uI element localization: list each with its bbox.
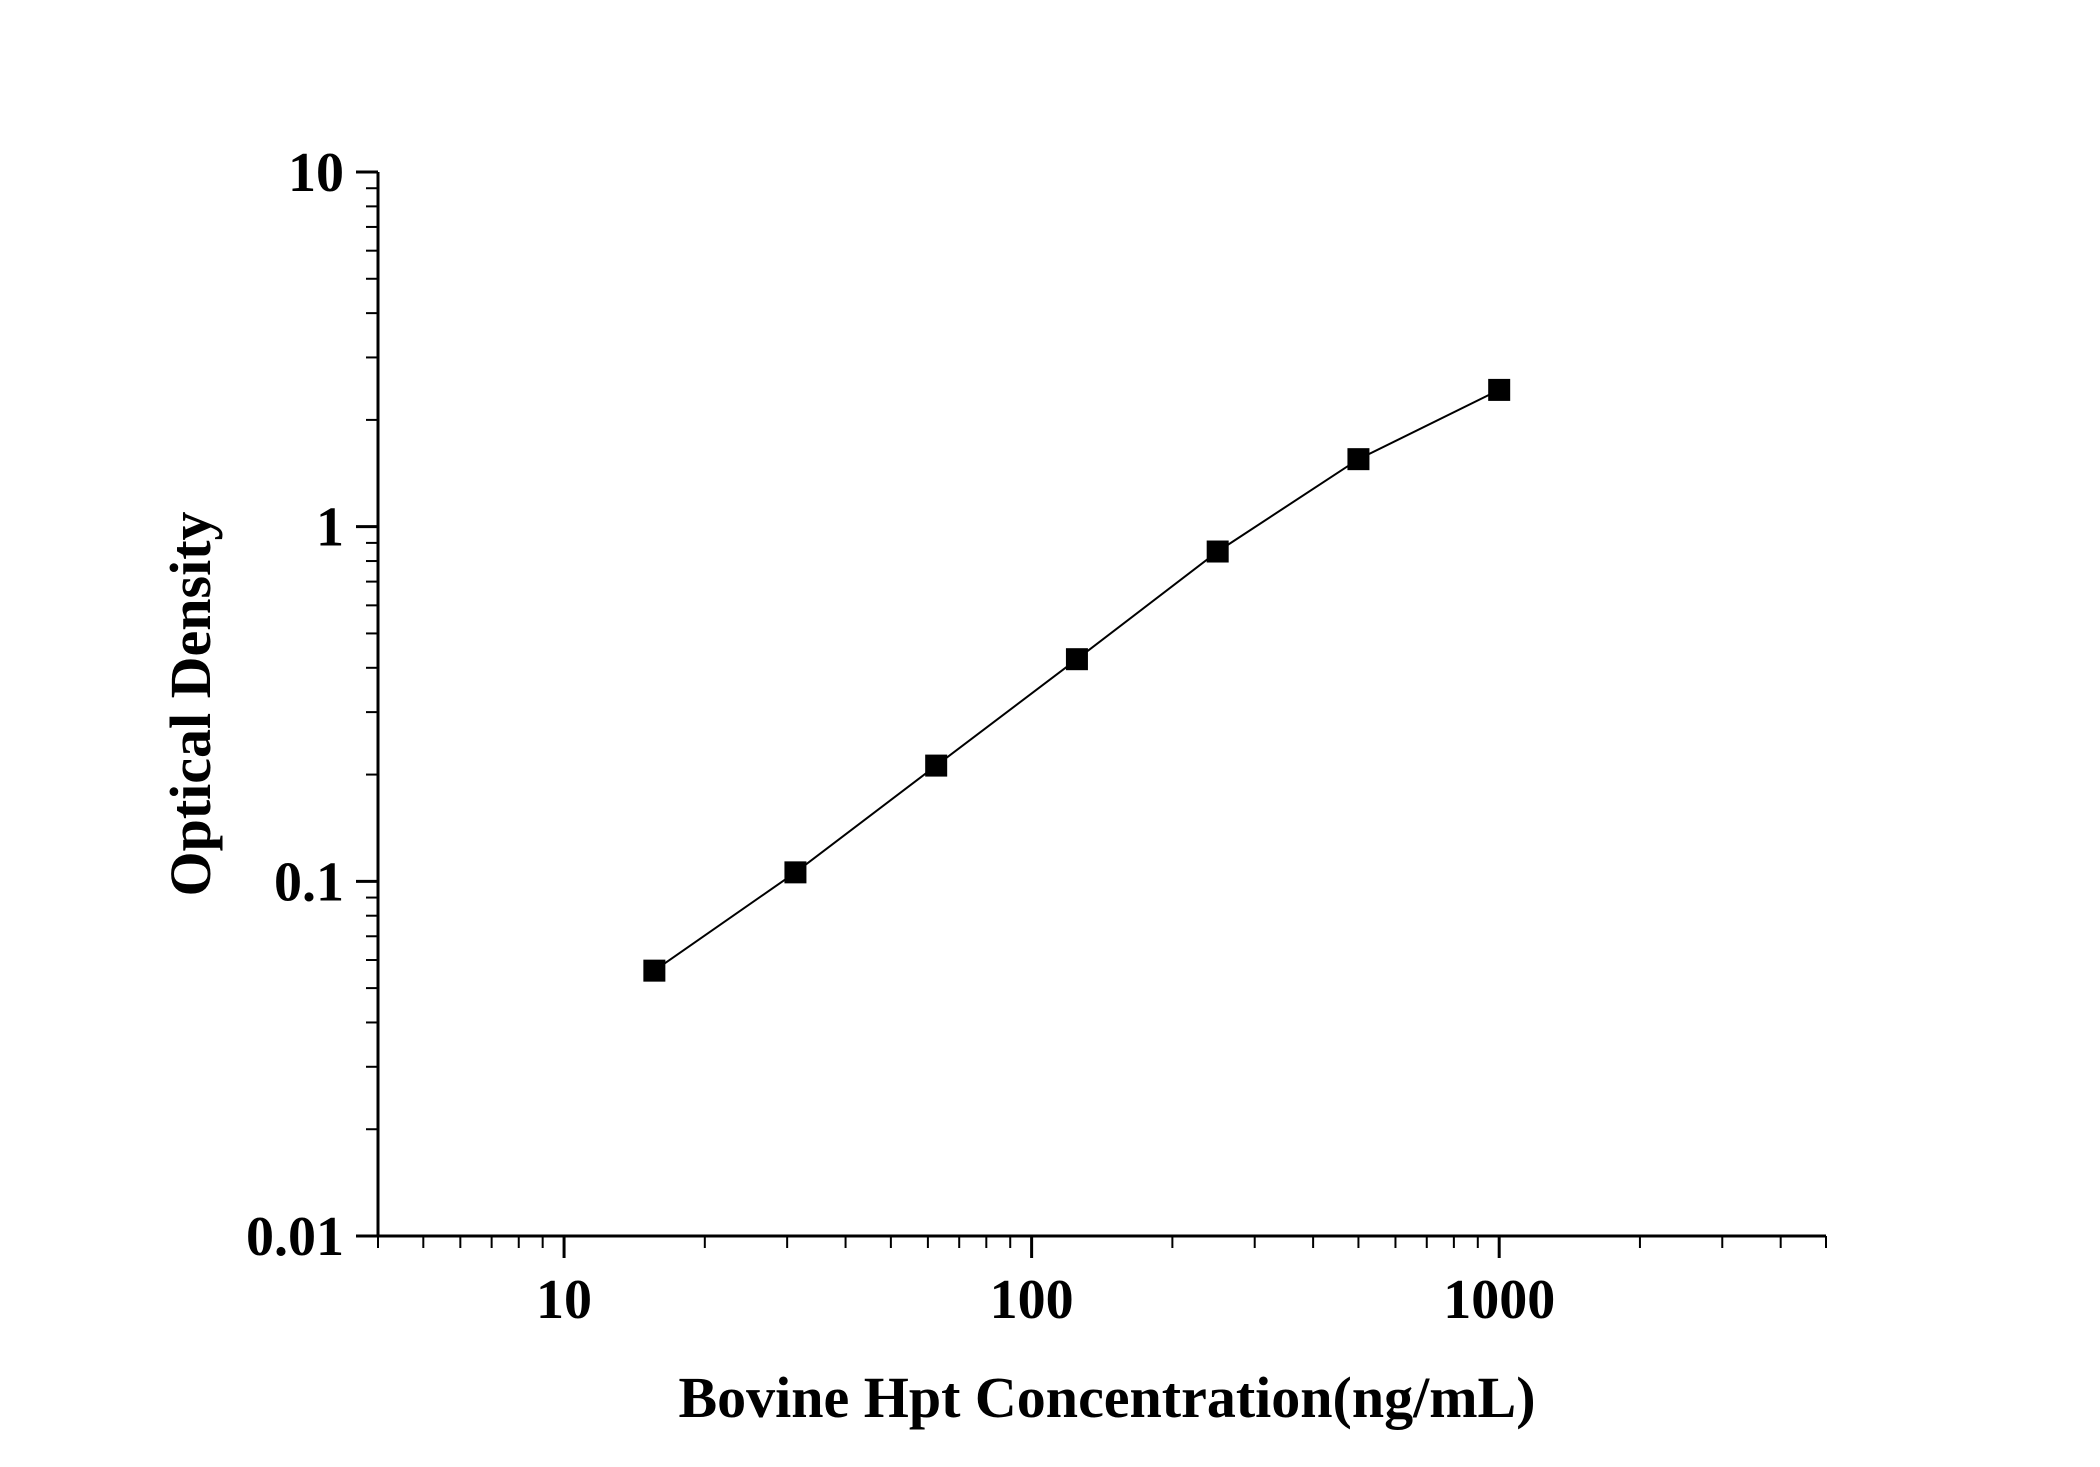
- data-point: [1065, 648, 1088, 671]
- data-point: [1206, 540, 1229, 563]
- x-tick-label: 1000: [1443, 1269, 1555, 1331]
- y-tick-label: 0.01: [246, 1206, 344, 1268]
- y-tick-label: 10: [288, 142, 344, 204]
- series: [643, 378, 1511, 982]
- x-tick-label: 10: [536, 1269, 592, 1331]
- data-point: [1488, 378, 1511, 401]
- tick-labels: 0.01 0.1 1 10 10 100 1000: [246, 142, 1555, 1331]
- series-line: [653, 389, 1500, 972]
- data-point: [784, 861, 807, 884]
- ticks: [356, 170, 1827, 1258]
- data-point: [925, 754, 948, 777]
- x-axis-title: Bovine Hpt Concentration(ng/mL): [678, 1365, 1535, 1430]
- y-tick-label: 1: [316, 497, 344, 559]
- y-tick-label: 0.1: [274, 851, 344, 913]
- data-point: [1347, 448, 1370, 471]
- data-point: [643, 959, 666, 982]
- y-axis-title: Optical Density: [158, 511, 223, 896]
- axes: [376, 172, 1826, 1238]
- x-tick-label: 100: [990, 1269, 1074, 1331]
